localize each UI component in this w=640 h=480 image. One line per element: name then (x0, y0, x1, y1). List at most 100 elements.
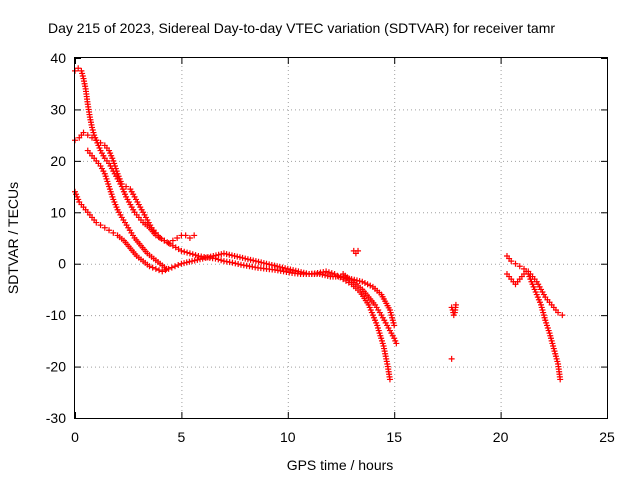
y-tick-label: -20 (46, 359, 66, 375)
data-point (101, 224, 108, 231)
data-point (156, 267, 163, 274)
x-tick-label: 20 (493, 429, 509, 445)
data-point (191, 257, 198, 264)
data-point (93, 219, 100, 226)
data-point (183, 259, 190, 266)
data-point (189, 258, 196, 265)
series-arc-e (340, 271, 400, 347)
data-point (292, 267, 299, 274)
data-point (353, 277, 360, 284)
x-tick-label: 10 (280, 429, 296, 445)
y-tick-label: 10 (50, 204, 66, 220)
data-point (236, 254, 243, 261)
data-point (359, 278, 366, 285)
data-point (202, 254, 209, 261)
data-point (268, 262, 275, 268)
data-point (512, 260, 519, 267)
data-point (361, 280, 368, 286)
data-point (168, 264, 175, 271)
y-tick-label: 0 (58, 256, 66, 272)
data-point (322, 272, 329, 279)
data-point (220, 250, 227, 257)
data-point (178, 247, 185, 254)
data-point (239, 254, 246, 261)
data-point (169, 237, 176, 244)
data-point (255, 258, 262, 265)
data-point (174, 235, 181, 241)
data-point (218, 251, 225, 258)
data-point (521, 271, 528, 277)
data-point (199, 255, 206, 262)
data-point (557, 376, 564, 383)
data-point (172, 263, 179, 270)
data-point (276, 263, 283, 270)
data-point (323, 268, 330, 275)
y-tick-label: 20 (50, 153, 66, 169)
data-point (157, 235, 164, 241)
data-point (252, 258, 259, 265)
data-point (159, 268, 166, 275)
data-point (287, 266, 294, 273)
data-point (244, 256, 251, 263)
y-tick-label: 40 (50, 50, 66, 66)
data-point (218, 257, 225, 264)
data-point (189, 251, 196, 258)
data-point (367, 282, 374, 289)
data-point (178, 260, 185, 267)
data-point (149, 264, 156, 271)
data-point (355, 247, 362, 254)
data-point (80, 129, 87, 136)
data-point (146, 263, 153, 270)
data-point (106, 227, 113, 234)
data-point (110, 229, 117, 236)
data-point (319, 271, 326, 278)
data-point (260, 260, 267, 267)
data-point (212, 252, 219, 259)
data-point (152, 265, 159, 272)
data-point (210, 253, 217, 259)
ticks-layer: 0 5 10 15 20 25 -30 -20 -10 0 10 20 30 40 (46, 50, 615, 445)
data-point (75, 65, 82, 72)
x-tick-label: 25 (599, 429, 615, 445)
data-point (197, 256, 204, 263)
data-point (84, 132, 91, 139)
data-point (393, 340, 400, 347)
data-point (391, 322, 398, 329)
data-point (97, 222, 104, 229)
data-point (184, 249, 191, 256)
data-point (118, 181, 125, 187)
data-point (282, 265, 289, 272)
data-point (303, 270, 310, 277)
data-point (386, 376, 393, 383)
series-arc-i (503, 268, 566, 319)
data-point (271, 262, 278, 269)
x-tick-label: 15 (386, 429, 402, 445)
plot-frame (74, 57, 608, 419)
data-point (228, 252, 235, 259)
data-point (186, 250, 193, 257)
data-point (247, 256, 254, 263)
series-arc-d (84, 147, 170, 272)
data-point (192, 252, 199, 259)
data-point (508, 258, 515, 265)
y-tick-label: -30 (46, 410, 66, 426)
data-point (266, 261, 273, 268)
data-point (182, 232, 189, 239)
data-point (452, 301, 459, 308)
data-point (324, 272, 331, 279)
data-point (300, 269, 307, 276)
data-point (231, 253, 238, 259)
data-point (175, 262, 182, 268)
data-point (263, 260, 270, 267)
data-point (290, 267, 297, 274)
data-point (215, 251, 222, 258)
data-point (223, 251, 230, 258)
y-axis-label: SDTVAR / TECUs (5, 182, 21, 294)
data-point (191, 232, 198, 239)
data-point (258, 259, 265, 266)
data-point (229, 259, 236, 266)
series-arc-f (350, 247, 362, 257)
y-tick-label: -10 (46, 307, 66, 323)
y-tick-label: 30 (50, 101, 66, 117)
